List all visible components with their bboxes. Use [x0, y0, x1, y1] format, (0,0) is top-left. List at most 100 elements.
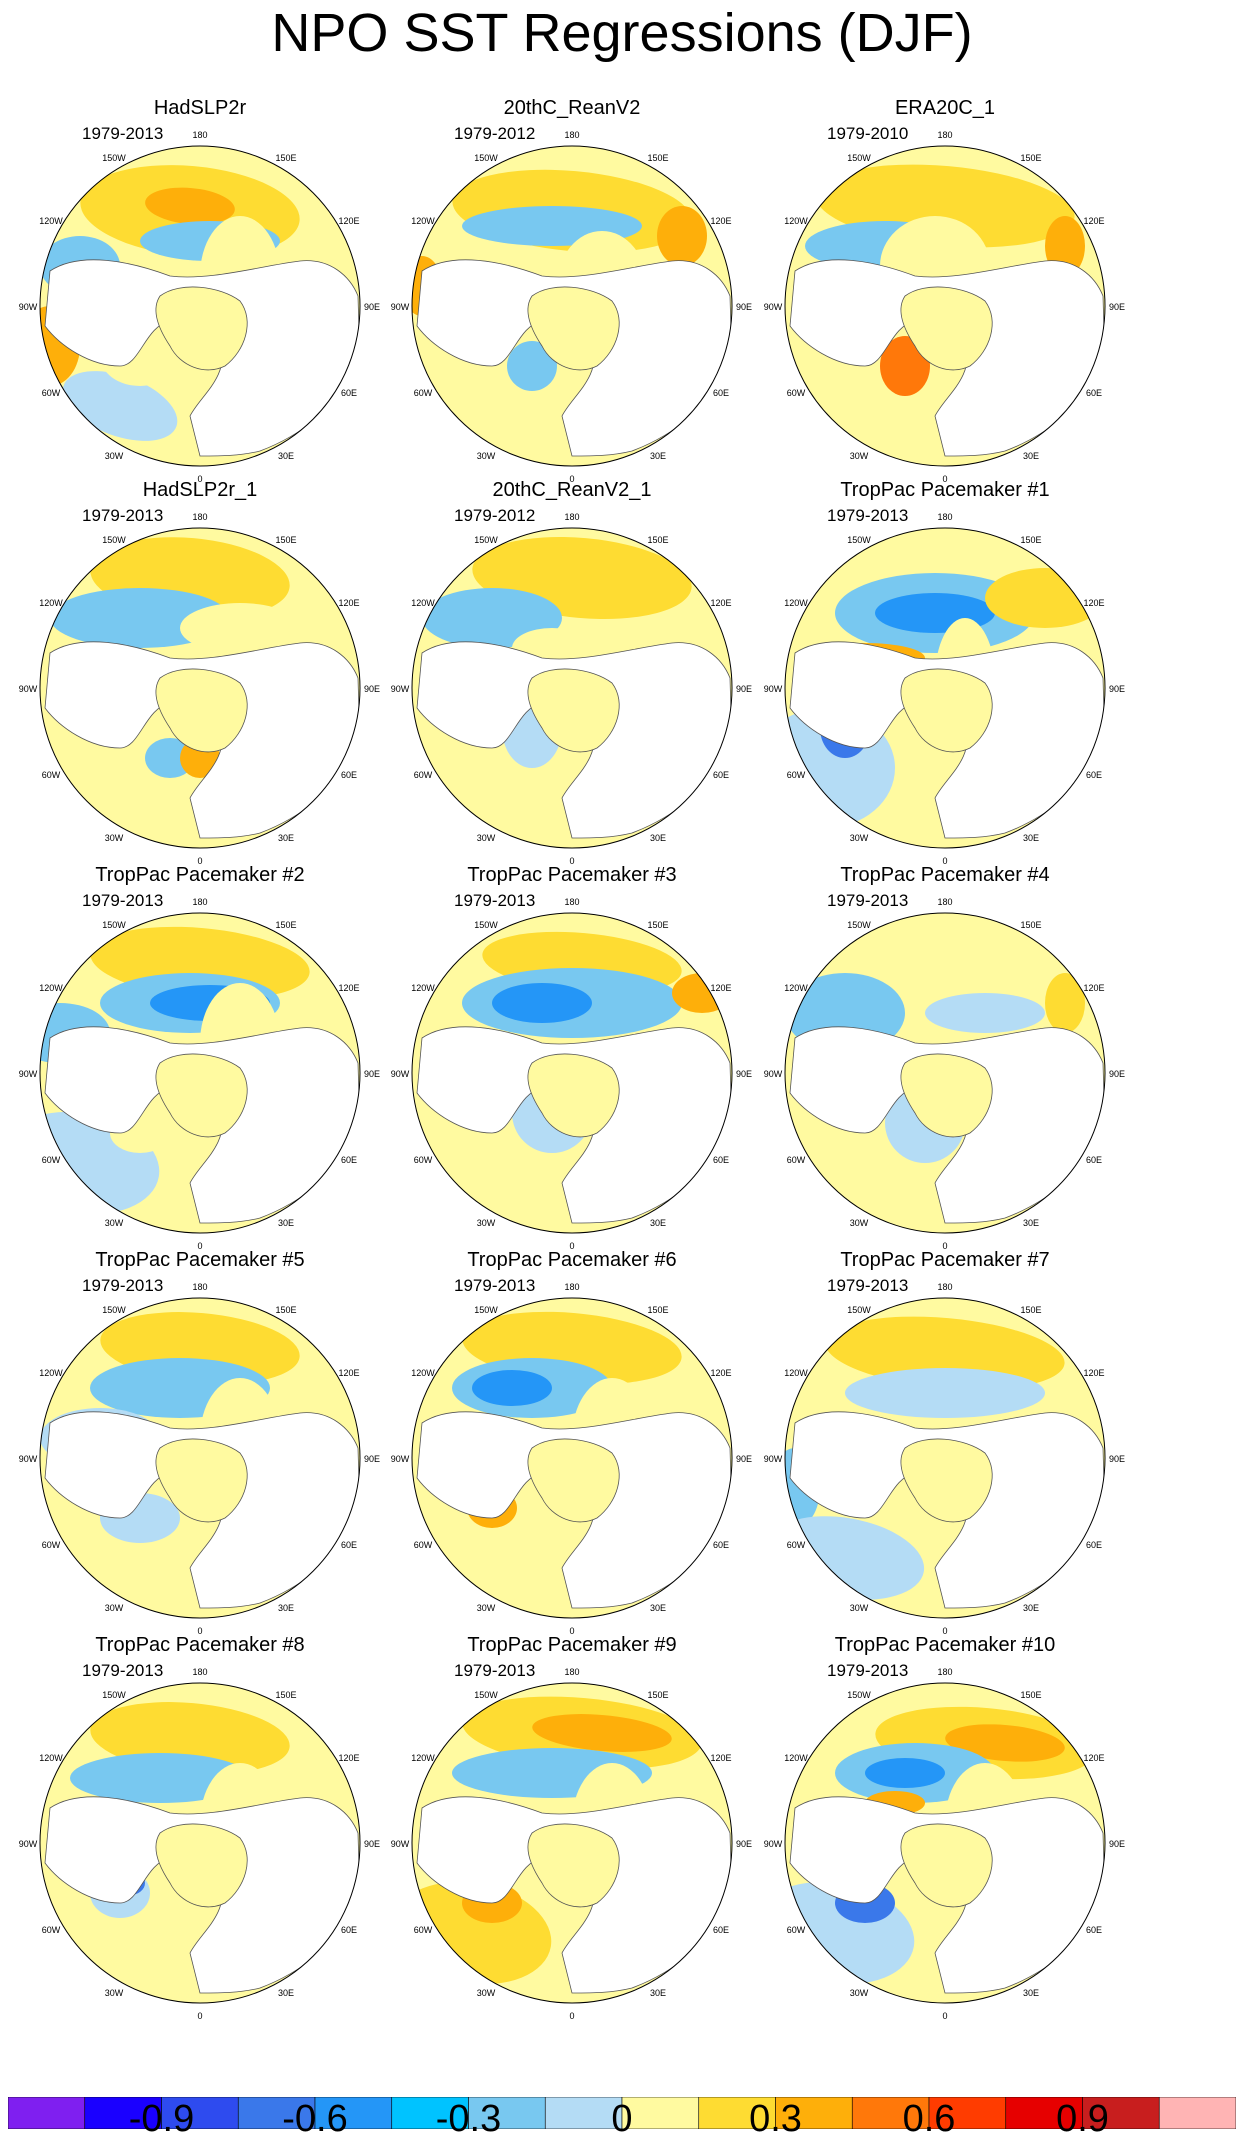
longitude-label: 90W [19, 1839, 38, 1849]
longitude-label: 120W [411, 598, 435, 608]
longitude-label: 60E [1086, 770, 1102, 780]
land-mass [44, 1796, 360, 1994]
longitude-label: 150E [275, 1690, 296, 1700]
longitude-label: 60E [341, 388, 357, 398]
longitude-label: 150W [102, 1690, 126, 1700]
map-panel: ERA20C_1 1979-2010 180 150E 120E 90E 60E 30E 0 30… [745, 96, 1145, 486]
land-mass [789, 1411, 1105, 1609]
greenland-region [155, 1053, 248, 1138]
longitude-label: 60E [1086, 1925, 1102, 1935]
longitude-label: 120E [1083, 216, 1104, 226]
greenland-region [527, 1823, 620, 1908]
polar-map: 180 150E 120E 90E 60E 30E 0 30W 60W 90W 120W 150W [764, 1282, 1125, 1636]
longitude-label: 120W [411, 983, 435, 993]
longitude-label: 120W [39, 598, 63, 608]
longitude-label: 60W [42, 770, 61, 780]
longitude-label: 30W [477, 833, 496, 843]
greenland-region [900, 1823, 993, 1908]
longitude-label: 90W [391, 302, 410, 312]
longitude-label: 30W [477, 1218, 496, 1228]
polar-map: 180 150E 120E 90E 60E 30E 0 30W 60W 90W 120W 150W [391, 130, 752, 484]
colorbar-segment [928, 2097, 1007, 2129]
longitude-label: 30W [850, 833, 869, 843]
map-panel: TropPac Pacemaker #7 1979-2013 180 150E 120E… [745, 1248, 1145, 1638]
greenland-region [527, 1053, 620, 1138]
land-mass [789, 1026, 1105, 1224]
map-panel: TropPac Pacemaker #9 1979-2013 180 150E 120E… [372, 1633, 772, 2023]
longitude-label: 0 [569, 474, 574, 484]
longitude-label: 120W [784, 1368, 808, 1378]
longitude-label: 30W [105, 1988, 124, 1998]
panel-period: 1979-2013 [82, 1661, 164, 1680]
longitude-label: 90W [764, 1069, 783, 1079]
longitude-label: 60E [713, 1155, 729, 1165]
greenland-region [900, 286, 993, 371]
longitude-label: 180 [937, 512, 952, 522]
land-mass [416, 1026, 732, 1224]
longitude-label: 60W [42, 1540, 61, 1550]
longitude-label: 60E [713, 1540, 729, 1550]
longitude-label: 60W [414, 388, 433, 398]
longitude-label: 120W [784, 598, 808, 608]
map-panel: TropPac Pacemaker #5 1979-2013 180 150E 120E… [0, 1248, 400, 1638]
longitude-label: 30W [105, 451, 124, 461]
land-mass [416, 1796, 732, 1994]
longitude-label: 90E [736, 302, 752, 312]
longitude-label: 90E [736, 1839, 752, 1849]
longitude-label: 60E [1086, 1155, 1102, 1165]
land-mass [44, 641, 360, 839]
longitude-label: 120E [710, 983, 731, 993]
polar-map: 180 150E 120E 90E 60E 30E 0 30W 60W 90W 120W 150W [391, 1667, 752, 2021]
greenland-region [900, 1438, 993, 1523]
longitude-label: 30W [850, 451, 869, 461]
polar-map: 180 150E 120E 90E 60E 30E 0 30W 60W 90W 120W 150W [19, 1667, 380, 2021]
longitude-label: 90E [1109, 1069, 1125, 1079]
longitude-label: 90E [1109, 302, 1125, 312]
map-panel: TropPac Pacemaker #4 1979-2013 180 150E 120E… [745, 863, 1145, 1253]
longitude-label: 30E [650, 1218, 666, 1228]
panel-period: 1979-2013 [827, 1661, 909, 1680]
longitude-label: 90W [19, 302, 38, 312]
longitude-label: 120E [710, 598, 731, 608]
longitude-label: 60W [414, 1540, 433, 1550]
panel-title: TropPac Pacemaker #6 [467, 1249, 677, 1271]
longitude-label: 180 [564, 897, 579, 907]
longitude-label: 120E [338, 598, 359, 608]
longitude-label: 60W [787, 1540, 806, 1550]
longitude-label: 30W [477, 1988, 496, 1998]
longitude-label: 60W [42, 1155, 61, 1165]
panel-period: 1979-2013 [82, 506, 164, 525]
map-border [39, 527, 361, 849]
map-border [39, 912, 361, 1234]
sst-anomaly-region [845, 1368, 1045, 1418]
panel-title: 20thC_ReanV2_1 [492, 479, 652, 501]
longitude-label: 120W [411, 1368, 435, 1378]
longitude-label: 30W [850, 1988, 869, 1998]
longitude-label: 150E [647, 1305, 668, 1315]
longitude-label: 90E [364, 1839, 380, 1849]
longitude-label: 60W [787, 1925, 806, 1935]
polar-map: 180 150E 120E 90E 60E 30E 0 30W 60W 90W 120W 150W [764, 1667, 1125, 2021]
sst-anomaly-region [70, 1753, 250, 1803]
longitude-label: 120W [411, 1753, 435, 1763]
land-mass [789, 1796, 1105, 1994]
longitude-label: 150W [474, 920, 498, 930]
longitude-label: 60E [341, 1155, 357, 1165]
greenland-region [155, 1438, 248, 1523]
sst-anomaly-region [1045, 973, 1085, 1033]
longitude-label: 180 [564, 1282, 579, 1292]
longitude-label: 30W [477, 1603, 496, 1613]
longitude-label: 60W [414, 1155, 433, 1165]
map-panel: HadSLP2r 1979-2013 180 150E 120E 90E 60E 30E 0 30… [0, 96, 400, 486]
greenland-region [527, 1438, 620, 1523]
longitude-label: 180 [192, 512, 207, 522]
longitude-label: 30E [278, 1988, 294, 1998]
longitude-label: 150W [847, 920, 871, 930]
longitude-label: 120E [338, 1753, 359, 1763]
longitude-label: 90W [764, 684, 783, 694]
colorbar-segment [468, 2097, 546, 2129]
longitude-label: 180 [192, 1282, 207, 1292]
sst-anomaly-region [845, 926, 1065, 1000]
map-border [411, 1297, 733, 1619]
longitude-label: 60W [42, 388, 61, 398]
